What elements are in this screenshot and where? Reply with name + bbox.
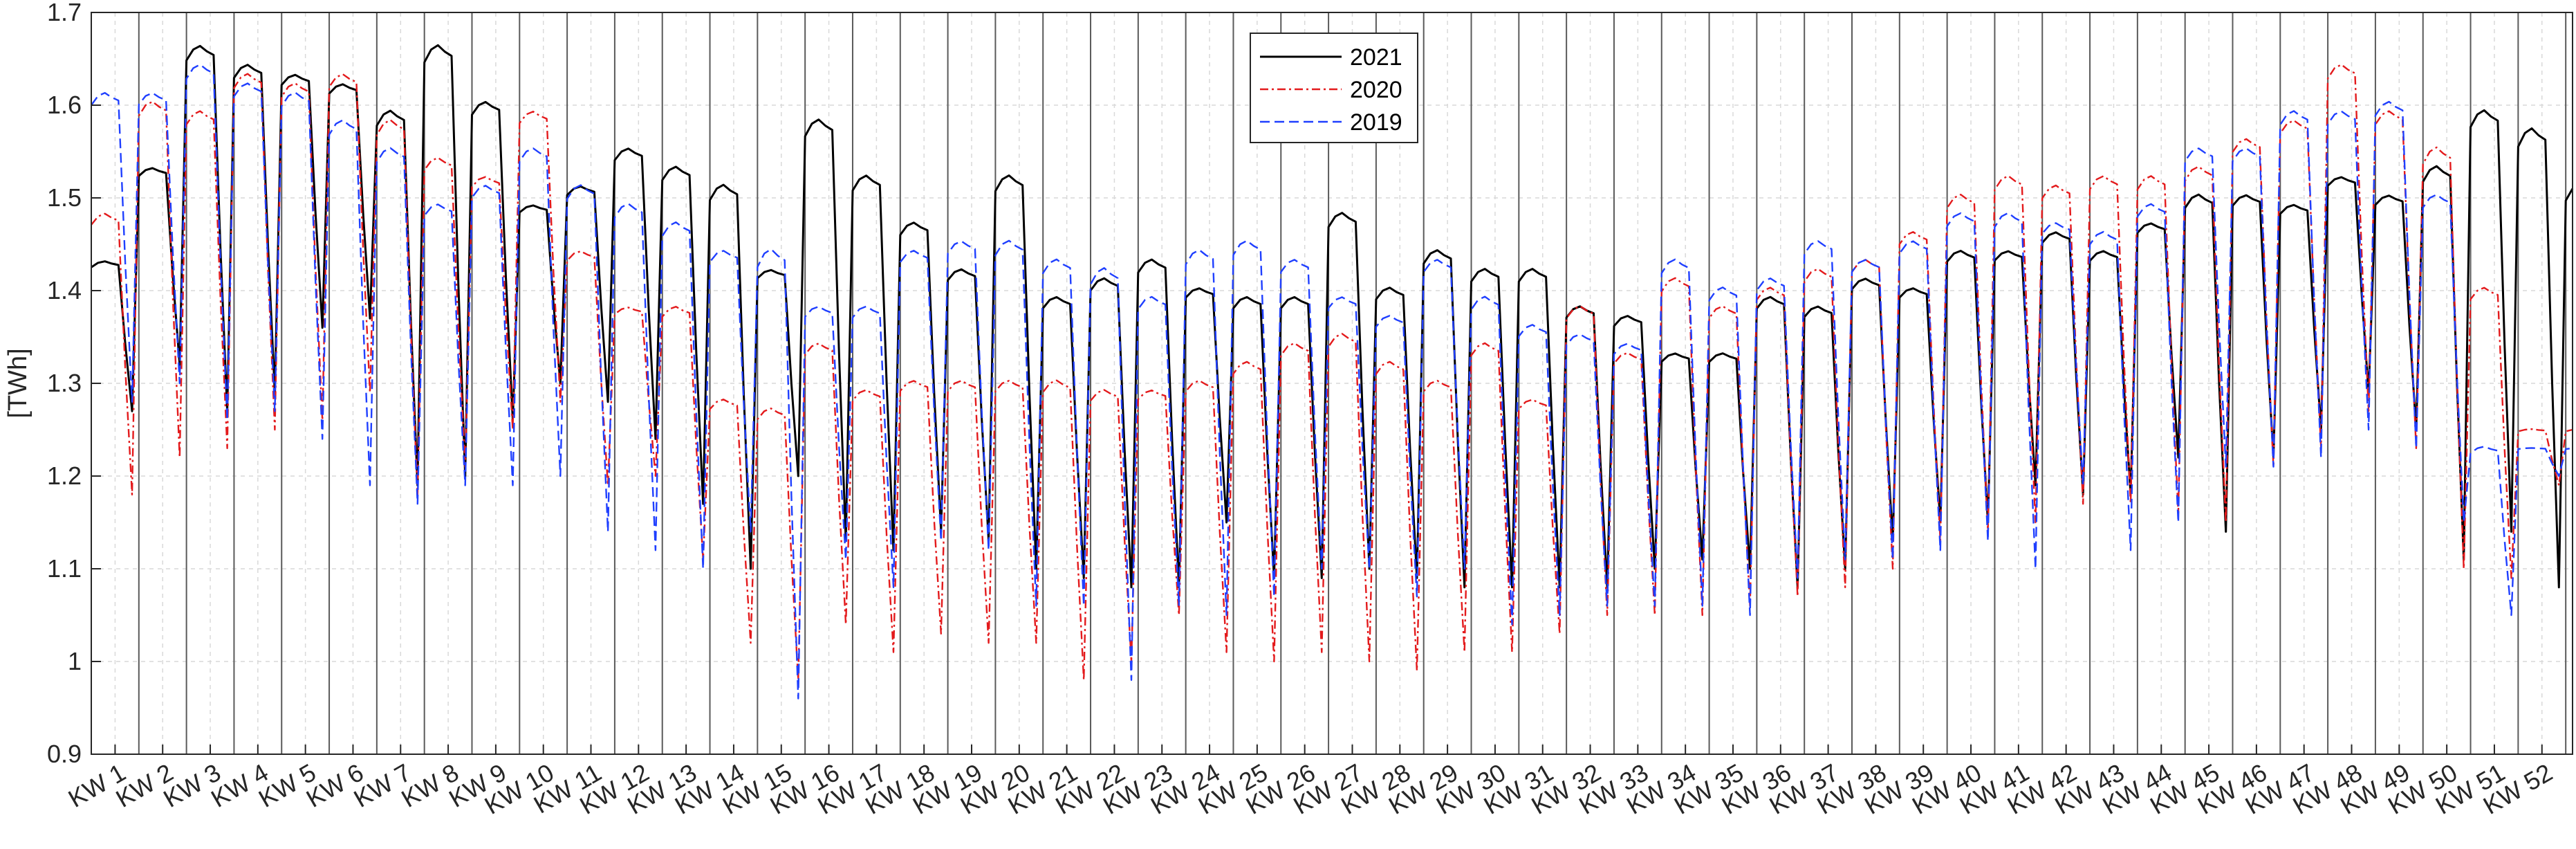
y-tick-label: 0.9 <box>47 740 82 768</box>
legend-box <box>1250 33 1418 143</box>
y-tick-label: 1.3 <box>47 369 82 397</box>
y-tick-label: 1.5 <box>47 183 82 212</box>
series-line-2019 <box>91 64 2573 700</box>
y-axis-ticks: 0.9 1 1.1 1.2 1.3 1.4 1.5 1.6 1.7 <box>47 0 101 768</box>
legend-label-2019: 2019 <box>1350 109 1402 136</box>
series-line-2021 <box>91 44 2574 589</box>
y-tick-label: 1.1 <box>47 554 82 583</box>
legend-label-2020: 2020 <box>1350 77 1402 103</box>
legend: 2021 2020 2019 <box>1250 33 1418 143</box>
series-layer <box>91 44 2574 700</box>
grid-layer <box>91 12 2573 754</box>
series-line-2020 <box>91 64 2573 681</box>
y-tick-label: 1.6 <box>47 91 82 119</box>
y-axis-label: [TWh] <box>3 348 33 418</box>
legend-label-2021: 2021 <box>1350 44 1402 71</box>
x-axis-ticks: KW 1KW 2KW 3KW 4KW 5KW 6KW 7KW 8KW 9KW 1… <box>64 745 2557 820</box>
y-tick-label: 1.2 <box>47 462 82 490</box>
y-tick-label: 1.7 <box>47 0 82 26</box>
y-tick-label: 1.4 <box>47 276 82 304</box>
y-tick-label: 1 <box>68 647 82 675</box>
